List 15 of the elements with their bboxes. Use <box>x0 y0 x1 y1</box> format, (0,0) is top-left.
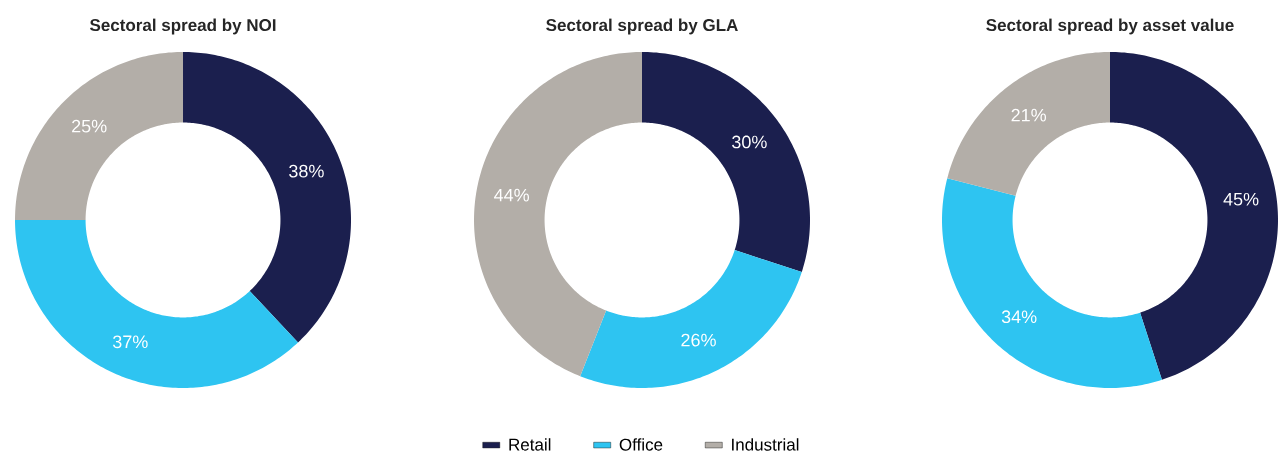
legend-label: Industrial <box>732 438 799 451</box>
data-label: 34% <box>1001 310 1037 324</box>
legend-label: Office <box>619 438 663 451</box>
data-label: 37% <box>112 335 148 349</box>
data-label: 25% <box>72 119 107 133</box>
data-label: 38% <box>289 164 324 178</box>
legend-label: Retail <box>509 438 551 451</box>
data-label: 30% <box>732 135 767 149</box>
data-label: 44% <box>494 188 530 202</box>
chart-title: Sectoral spread by asset value <box>986 18 1234 35</box>
data-label: 45% <box>1223 192 1259 206</box>
data-label: 21% <box>1011 108 1047 122</box>
chart-title: Sectoral spread by NOI <box>89 18 276 35</box>
chart-title: Sectoral spread by GLA <box>546 18 738 35</box>
data-label: 26% <box>681 333 716 347</box>
